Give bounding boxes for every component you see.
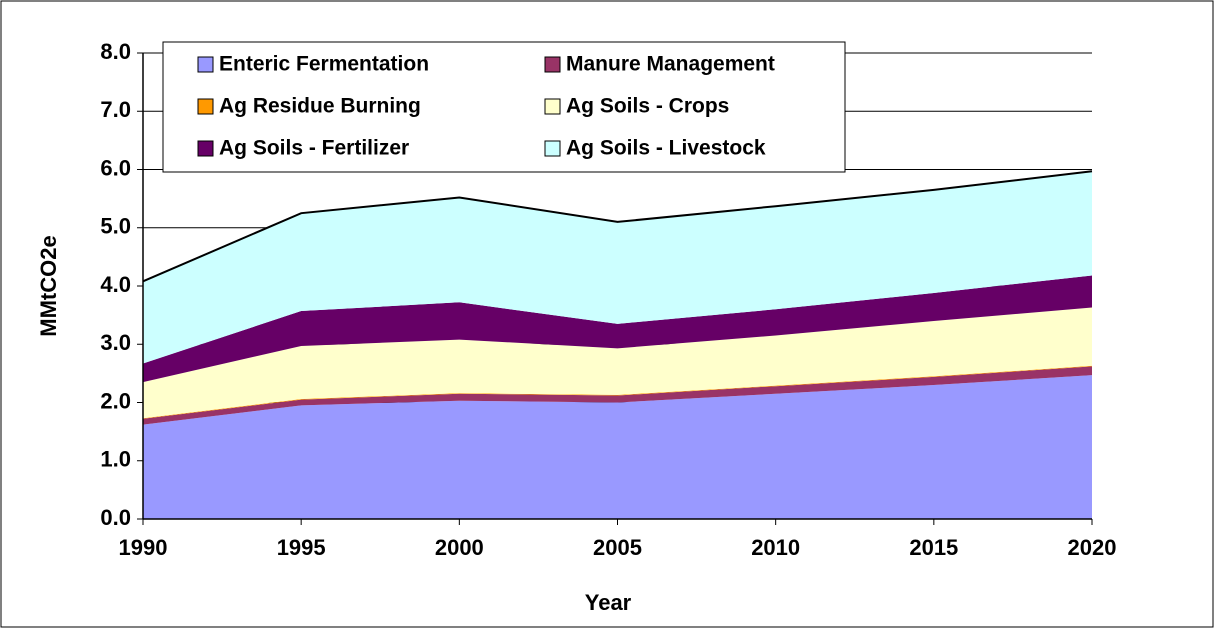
y-tick-label: 2.0 [100,388,131,413]
y-tick-label: 3.0 [100,330,131,355]
x-axis-label: Year [585,590,632,615]
legend-label: Manure Management [566,53,775,76]
legend-swatch [197,98,214,115]
legend-swatch [544,56,561,73]
y-tick-label: 6.0 [100,155,131,180]
x-tick-label: 1995 [277,535,326,560]
legend-label: Ag Soils - Crops [566,95,729,118]
legend-swatch [544,140,561,157]
legend-label: Ag Soils - Fertilizer [219,137,409,160]
y-axis-label: MMtCO2e [36,235,61,336]
area [143,171,1092,364]
legend-label: Ag Residue Burning [219,95,421,118]
y-tick-label: 1.0 [100,447,131,472]
area [143,375,1092,519]
legend-swatch [197,56,214,73]
legend-box [162,41,846,173]
x-tick-label: 2010 [751,535,800,560]
legend-swatch [197,140,214,157]
area-outline [142,170,1093,283]
legend-label: Ag Soils - Livestock [566,137,766,160]
legend-label: Enteric Fermentation [219,53,429,76]
x-tick-label: 2015 [909,535,958,560]
y-tick-label: 0.0 [100,505,131,530]
x-tick-label: 1990 [119,535,168,560]
legend-swatch [544,98,561,115]
y-tick-label: 4.0 [100,272,131,297]
area [143,275,1092,383]
x-tick-label: 2005 [593,535,642,560]
x-tick-label: 2020 [1068,535,1117,560]
area [143,307,1092,419]
y-tick-label: 5.0 [100,214,131,239]
y-tick-label: 7.0 [100,97,131,122]
y-tick-label: 8.0 [100,39,131,64]
x-tick-label: 2000 [435,535,484,560]
